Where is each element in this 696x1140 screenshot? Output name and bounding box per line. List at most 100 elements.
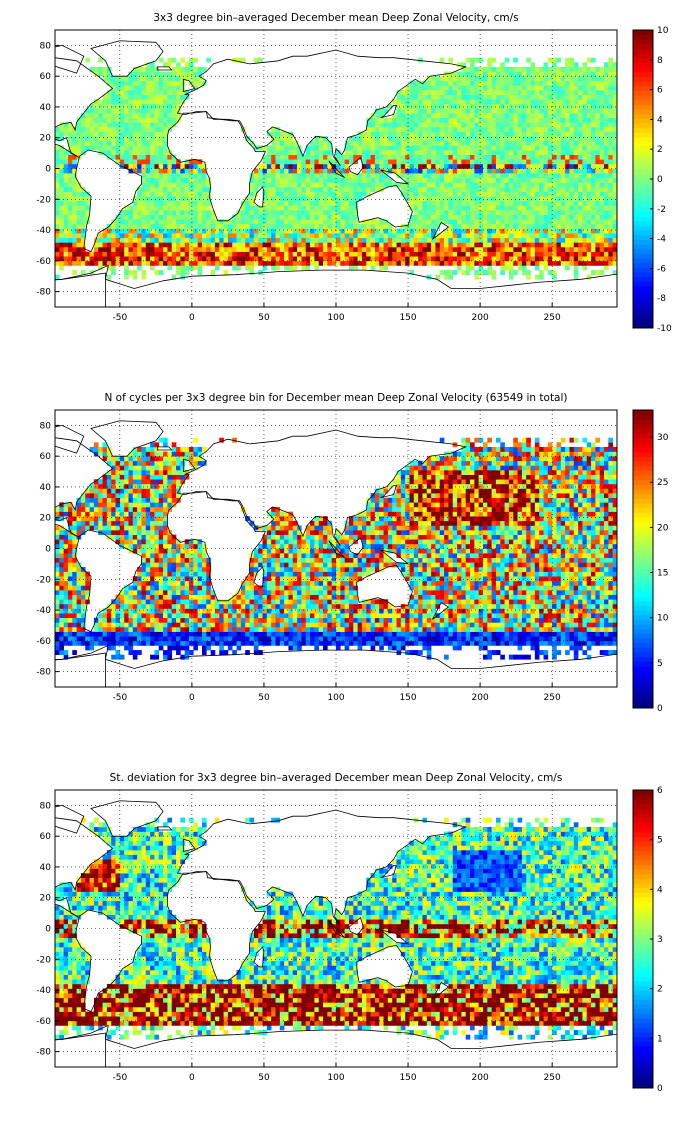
heat-cell <box>163 237 168 243</box>
heat-cell <box>193 196 198 202</box>
heat-cell <box>543 650 549 655</box>
heat-cell <box>500 122 505 128</box>
heat-cell <box>357 237 363 243</box>
heat-cell <box>124 145 129 151</box>
heat-cell <box>578 94 583 100</box>
heat-cell <box>357 233 363 239</box>
heat-cell <box>266 636 272 642</box>
heat-cell <box>249 186 255 192</box>
heat-cell <box>184 631 190 637</box>
heat-cell <box>418 228 423 234</box>
heat-cell <box>604 62 609 68</box>
heat-cell <box>102 145 108 151</box>
heat-cell <box>210 223 216 229</box>
heat-cell <box>534 113 540 119</box>
heat-cell <box>59 163 64 169</box>
heat-cell <box>513 242 518 248</box>
heat-cell <box>534 650 540 655</box>
heat-cell <box>500 205 505 211</box>
heat-cell <box>115 85 121 91</box>
heat-cell <box>141 274 147 280</box>
heat-cell <box>448 191 454 197</box>
heat-cell <box>578 150 583 155</box>
heat-cell <box>439 173 445 179</box>
heat-cell <box>422 260 428 266</box>
heat-cell <box>582 113 588 119</box>
heat-cell <box>141 223 147 229</box>
heat-cell <box>232 242 237 248</box>
heat-cell <box>586 122 592 128</box>
heat-cell <box>530 154 536 160</box>
heat-cell <box>314 205 319 211</box>
heat-cell <box>478 131 484 137</box>
heat-cell <box>145 223 151 229</box>
heat-cell <box>604 233 609 239</box>
heat-cell <box>431 94 436 100</box>
heat-cell <box>327 233 332 239</box>
colorbar-step <box>633 137 653 143</box>
heat-cell <box>560 76 566 82</box>
heat-cell <box>336 191 341 197</box>
heat-cell <box>176 99 181 105</box>
heat-cell <box>158 223 164 229</box>
heat-cell <box>504 66 510 72</box>
heat-cell <box>327 186 332 192</box>
heat-cell <box>547 242 553 248</box>
heat-cell <box>55 163 60 169</box>
heat-cell <box>223 233 229 239</box>
heat-cell <box>271 173 276 179</box>
heat-cell <box>279 246 285 252</box>
heat-cell <box>422 182 428 188</box>
heat-cell <box>305 196 311 202</box>
heat-cell <box>132 205 138 211</box>
heat-cell <box>573 66 579 72</box>
heat-cell <box>119 159 125 165</box>
heat-cell <box>197 80 203 86</box>
heat-cell <box>539 140 544 146</box>
heat-cell <box>487 205 492 211</box>
y-tick-label: 80 <box>40 41 52 51</box>
heat-cell <box>396 154 402 160</box>
heat-cell <box>206 645 211 651</box>
heat-cell <box>262 636 268 642</box>
heat-cell <box>513 103 518 109</box>
heat-cell <box>158 136 164 142</box>
heat-cell <box>426 177 432 183</box>
heat-cell <box>552 163 557 169</box>
heat-cell <box>63 631 69 637</box>
heat-cell <box>504 159 510 165</box>
heat-cell <box>461 103 466 109</box>
heat-cell <box>176 90 181 95</box>
heat-cell <box>513 228 518 234</box>
heat-cell <box>513 140 518 146</box>
heat-cell <box>370 117 376 123</box>
heat-cell <box>526 173 531 179</box>
heat-cell <box>275 210 281 215</box>
heat-cell <box>491 274 497 280</box>
heat-cell <box>517 145 523 151</box>
heat-cell <box>383 256 389 262</box>
coastline <box>355 184 413 228</box>
heat-cell <box>426 126 432 132</box>
heat-cell <box>379 173 384 179</box>
heat-cell <box>63 219 69 225</box>
heat-cell <box>219 223 224 229</box>
heat-cell <box>366 159 371 165</box>
heat-cell <box>422 94 428 100</box>
heat-cell <box>452 256 458 262</box>
heat-cell <box>167 645 173 651</box>
heat-cell <box>556 57 562 63</box>
heat-cell <box>288 168 294 174</box>
heat-cell <box>565 233 570 239</box>
heat-cell <box>158 159 164 165</box>
heat-cell <box>608 186 613 192</box>
heat-cell <box>582 66 588 72</box>
heat-cell <box>357 636 363 642</box>
heat-cell <box>314 246 319 252</box>
heat-cell <box>396 256 402 262</box>
heat-cell <box>547 246 553 252</box>
heat-cell <box>578 636 583 642</box>
heat-cell <box>331 223 337 229</box>
heat-cell <box>197 168 203 174</box>
heat-cell <box>612 136 618 142</box>
